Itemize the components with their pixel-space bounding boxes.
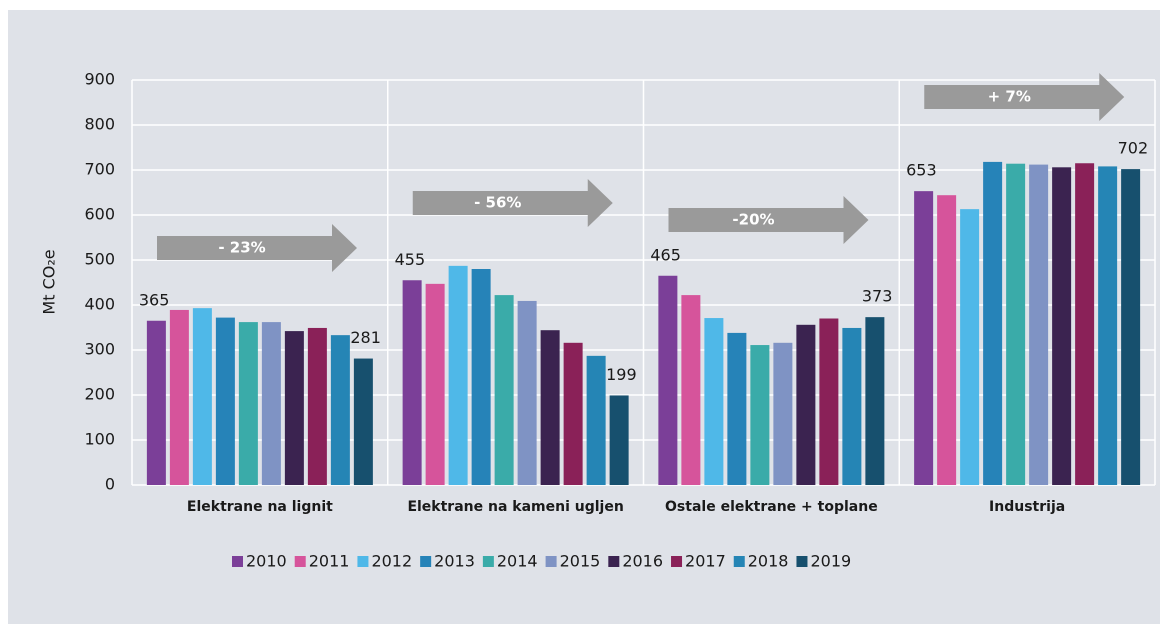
y-tick-label: 400 bbox=[84, 295, 115, 314]
bar bbox=[914, 191, 934, 485]
bar bbox=[192, 308, 212, 485]
bar bbox=[146, 320, 166, 485]
legend-swatch bbox=[420, 556, 432, 567]
data-label: 455 bbox=[395, 250, 426, 269]
legend-label: 2013 bbox=[434, 552, 475, 571]
legend-label: 2015 bbox=[560, 552, 601, 571]
bar bbox=[215, 317, 235, 485]
bar bbox=[1075, 163, 1095, 485]
trend-arrow bbox=[668, 196, 869, 244]
bar bbox=[727, 332, 747, 485]
y-tick-label: 100 bbox=[84, 430, 115, 449]
legend-swatch bbox=[482, 556, 494, 567]
bar bbox=[773, 342, 793, 485]
bar bbox=[448, 265, 468, 485]
bar bbox=[238, 322, 258, 485]
y-axis-label: Mt CO₂e bbox=[40, 249, 59, 314]
y-tick-label: 800 bbox=[84, 115, 115, 134]
legend-swatch bbox=[294, 556, 306, 567]
legend-label: 2010 bbox=[246, 552, 287, 571]
legend-swatch bbox=[796, 556, 808, 567]
legend-swatch bbox=[357, 556, 369, 567]
bar bbox=[586, 355, 606, 485]
bar bbox=[704, 318, 724, 485]
legend-swatch bbox=[232, 556, 243, 567]
bar bbox=[1029, 164, 1049, 485]
bar bbox=[517, 300, 537, 485]
data-label: 373 bbox=[862, 287, 893, 306]
y-tick-label: 300 bbox=[84, 340, 115, 359]
bar bbox=[658, 275, 678, 485]
bar bbox=[261, 322, 281, 485]
bar bbox=[330, 335, 350, 485]
bar bbox=[1121, 169, 1141, 485]
bar bbox=[563, 342, 583, 485]
y-tick-label: 0 bbox=[105, 475, 115, 494]
y-tick-label: 600 bbox=[84, 205, 115, 224]
legend-label: 2016 bbox=[622, 552, 663, 571]
legend-swatch bbox=[733, 556, 745, 567]
x-tick-label: Ostale elektrane + toplane bbox=[665, 499, 878, 515]
bar bbox=[471, 269, 491, 485]
bar bbox=[937, 195, 957, 485]
bar bbox=[750, 345, 770, 485]
legend-label: 2014 bbox=[497, 552, 538, 571]
data-label: 199 bbox=[606, 365, 637, 384]
annotation: - 56% bbox=[474, 194, 521, 212]
data-label: 281 bbox=[350, 328, 381, 347]
y-tick-label: 700 bbox=[84, 160, 115, 179]
bar bbox=[494, 295, 514, 485]
bar bbox=[819, 318, 839, 485]
bar bbox=[796, 324, 816, 485]
annotation: -20% bbox=[732, 211, 774, 229]
bar bbox=[284, 331, 304, 485]
bar bbox=[1052, 167, 1072, 486]
bar bbox=[1006, 163, 1026, 485]
legend-label: 2012 bbox=[371, 552, 412, 571]
legend-label: 2019 bbox=[810, 552, 851, 571]
legend-swatch bbox=[671, 556, 683, 567]
x-tick-label: Elektrane na lignit bbox=[187, 499, 333, 515]
legend-label: 2017 bbox=[685, 552, 726, 571]
x-tick-label: Elektrane na kameni ugljen bbox=[407, 499, 623, 515]
bar bbox=[842, 327, 862, 485]
annotation: + 7% bbox=[988, 88, 1031, 106]
data-label: 702 bbox=[1118, 139, 1149, 158]
data-label: 653 bbox=[906, 161, 937, 180]
bar bbox=[402, 280, 422, 485]
bar bbox=[307, 327, 327, 485]
trend-arrow bbox=[924, 73, 1125, 121]
bar bbox=[609, 395, 629, 485]
y-tick-label: 500 bbox=[84, 250, 115, 269]
y-tick-label: 200 bbox=[84, 385, 115, 404]
x-tick-label: Industrija bbox=[989, 499, 1065, 515]
trend-arrow bbox=[157, 224, 357, 272]
bar bbox=[960, 209, 980, 485]
legend-label: 2018 bbox=[748, 552, 789, 571]
bar bbox=[1098, 166, 1118, 485]
y-tick-label: 900 bbox=[84, 70, 115, 89]
annotation: - 23% bbox=[218, 239, 265, 257]
legend-swatch bbox=[608, 556, 620, 567]
data-label: 365 bbox=[139, 290, 170, 309]
legend-swatch bbox=[545, 556, 557, 567]
data-label: 465 bbox=[650, 245, 681, 264]
bar bbox=[681, 295, 701, 485]
bar bbox=[983, 161, 1003, 485]
bar bbox=[425, 283, 445, 485]
trend-arrow bbox=[412, 179, 613, 227]
bar bbox=[540, 330, 560, 485]
bar bbox=[865, 317, 885, 485]
bar bbox=[353, 358, 373, 485]
legend-label: 2011 bbox=[309, 552, 350, 571]
bar bbox=[169, 309, 189, 485]
